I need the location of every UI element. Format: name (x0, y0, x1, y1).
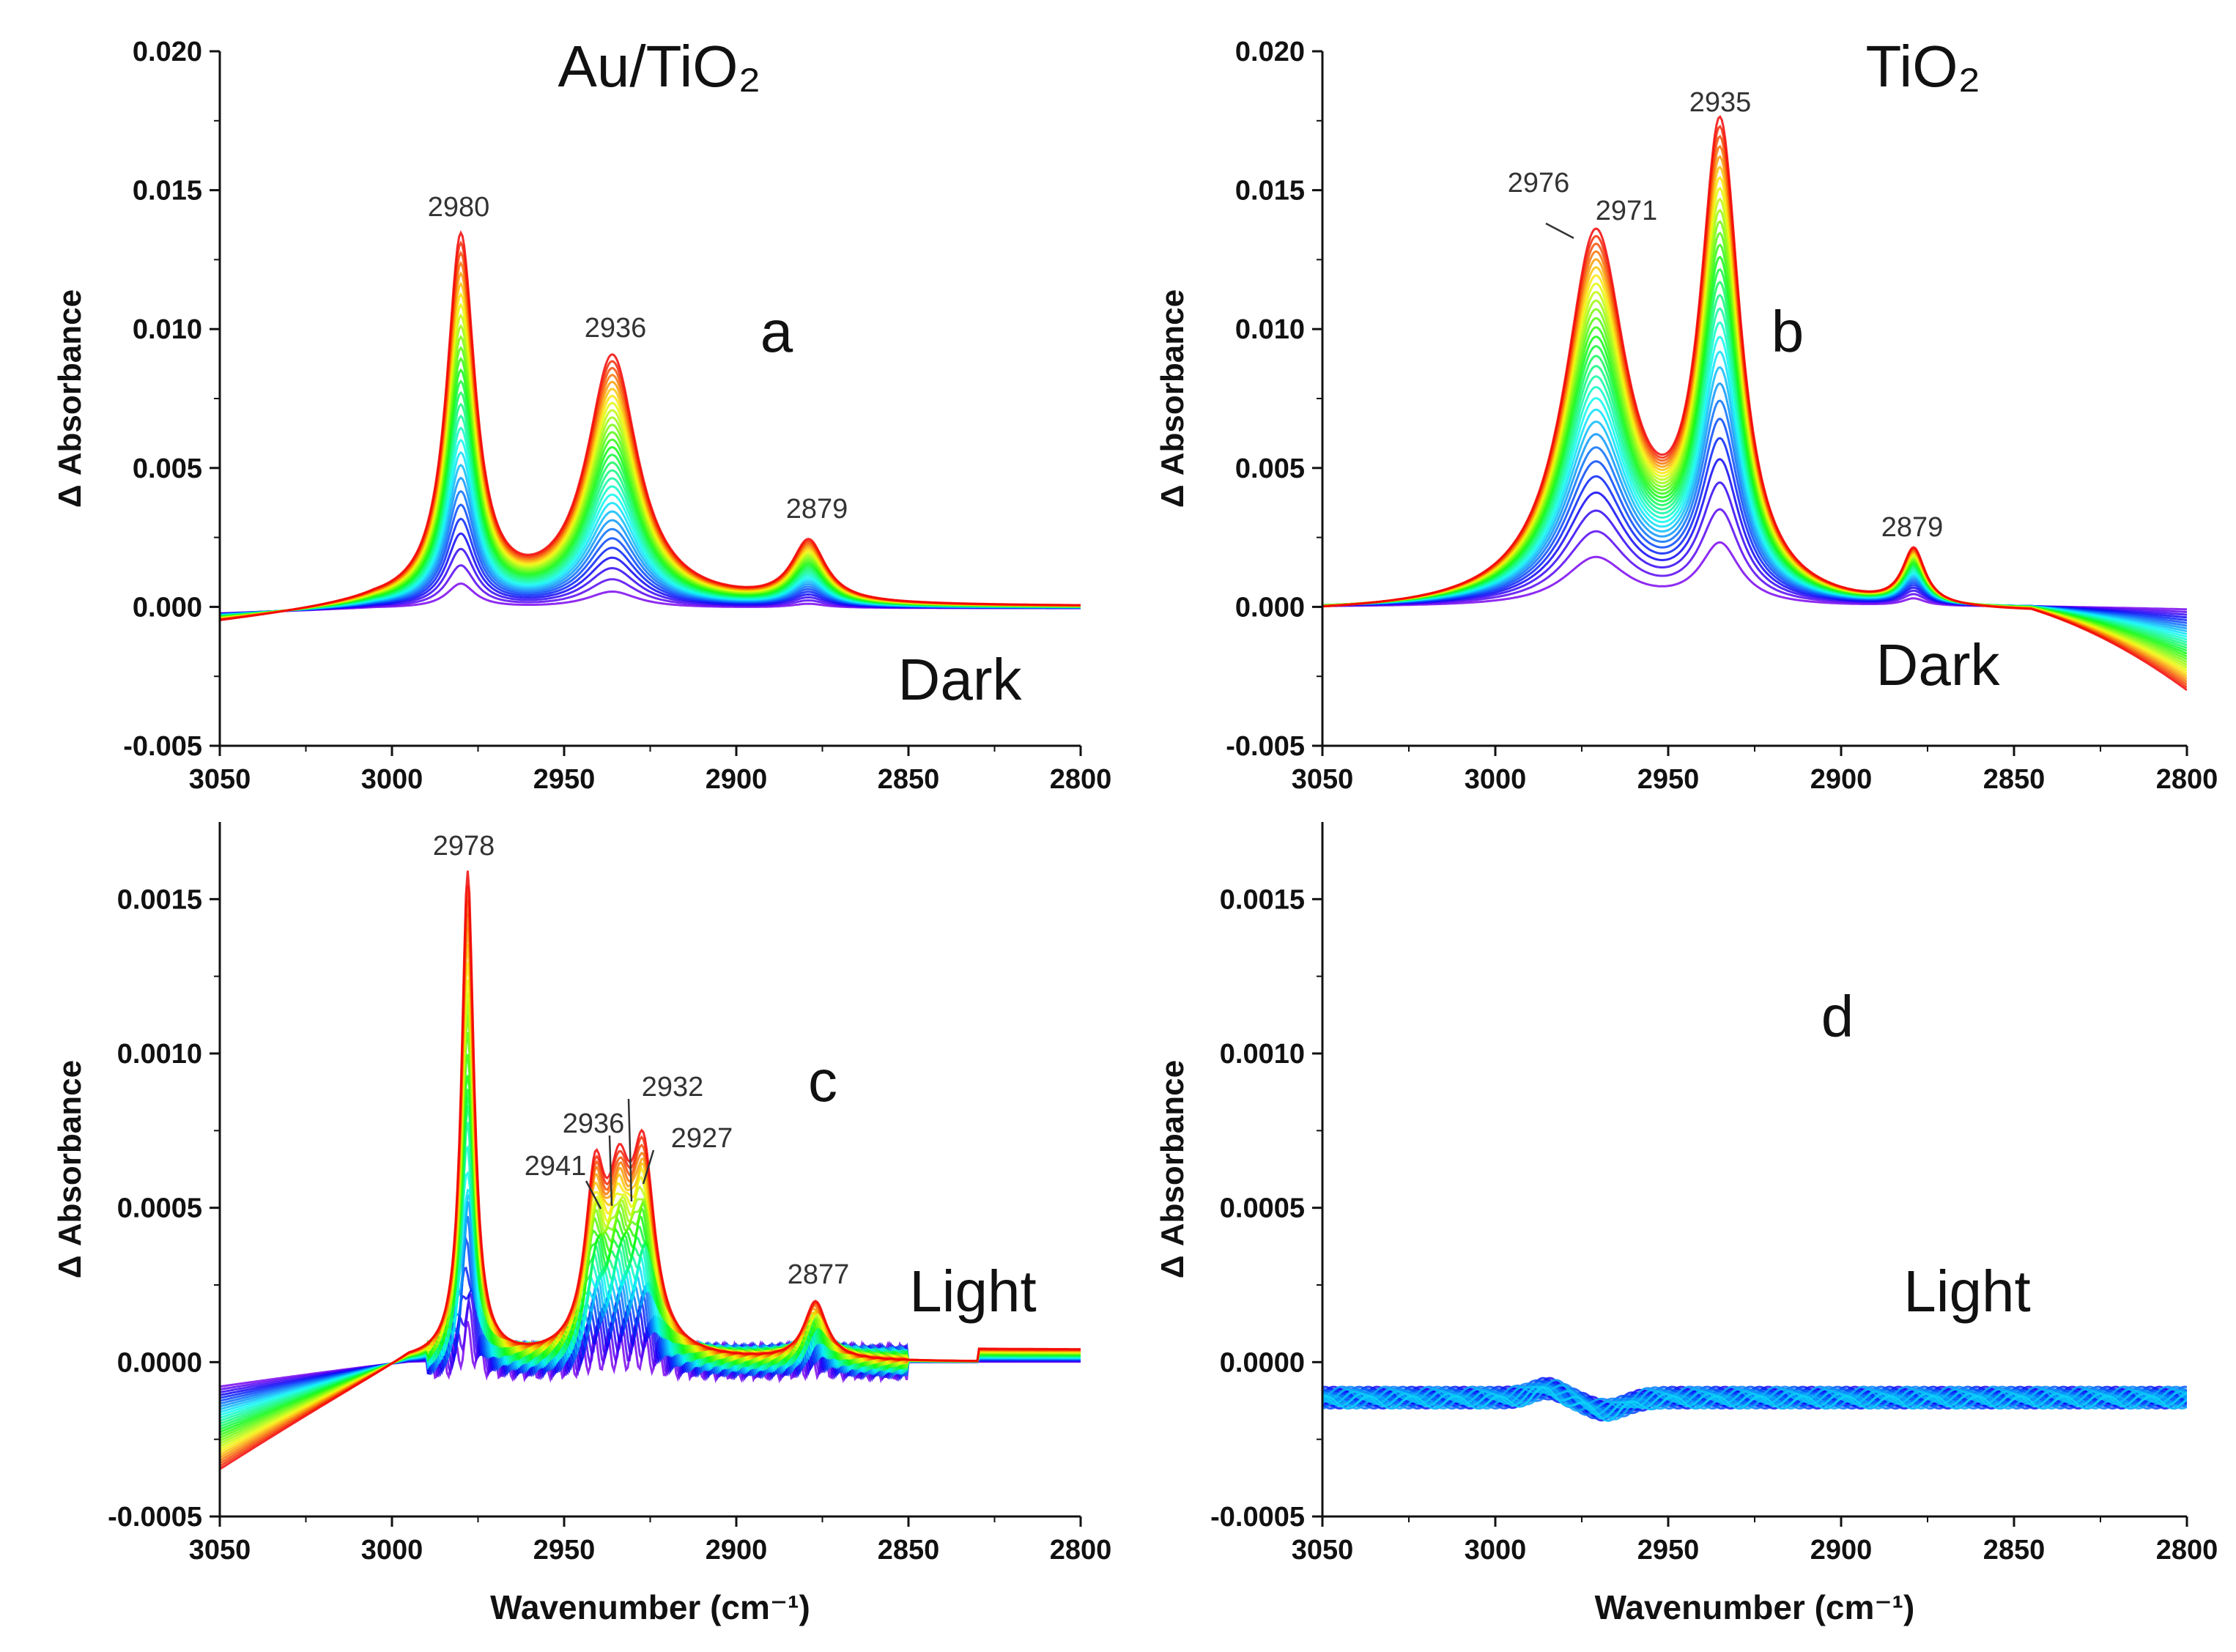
series-line-d-29 (1322, 1385, 2187, 1420)
x-tick-label-d: 3050 (1292, 1535, 1354, 1566)
peak-label-b-2879: 2879 (1881, 512, 1944, 543)
y-tick-label-c: -0.0005 (108, 1502, 202, 1533)
y-tick-label-b: 0.015 (1235, 176, 1305, 207)
chart-panel-c: -0.0005 0.0000 0.0005 0.0010 0.0015 3050 3000 2… (52, 822, 1111, 1626)
y-tick-label-c: 0.0010 (117, 1039, 202, 1070)
y-tick-label-d: 0.0000 (1220, 1347, 1305, 1378)
y-axis-label-d: Δ Absorbance (1155, 1060, 1191, 1278)
series-line-d-30 (1322, 1385, 2187, 1422)
y-axis-label-c: Δ Absorbance (52, 1060, 88, 1278)
condition-label-b: Dark (1876, 632, 2001, 697)
series-line-d-20 (1322, 1388, 2187, 1418)
x-tick-label-a: 3050 (189, 764, 251, 795)
y-tick-label-c: 0.0005 (117, 1193, 202, 1224)
y-tick-label-d: 0.0005 (1220, 1193, 1305, 1224)
x-tick-label-b: 3000 (1465, 764, 1527, 795)
x-tick-label-a: 3000 (361, 764, 423, 795)
peak-label-b-2971: 2971 (1596, 196, 1658, 226)
x-axis-label-c: Wavenumber (cm⁻¹) (490, 1588, 810, 1626)
x-tick-label-a: 2850 (878, 764, 940, 795)
y-tick-label-b: 0.005 (1235, 453, 1305, 484)
panel-label-a: a (760, 299, 793, 364)
x-tick-label-a: 2800 (1050, 764, 1112, 795)
series-group-c (220, 870, 1081, 1470)
peak-label-c-2936: 2936 (563, 1108, 625, 1139)
x-tick-label-b: 2900 (1810, 764, 1873, 795)
x-tick-label-d: 2800 (2156, 1535, 2218, 1566)
peak-leader-line-b (1545, 222, 1574, 240)
x-tick-label-c: 2800 (1050, 1535, 1112, 1566)
peak-leader-line-c (627, 1098, 633, 1202)
x-tick-label-b: 2950 (1637, 764, 1700, 795)
x-tick-label-c: 2850 (878, 1535, 940, 1566)
peak-label-a-2980: 2980 (428, 192, 490, 223)
y-tick-label-d: 0.0015 (1220, 884, 1305, 915)
series-group-a (220, 230, 1081, 621)
y-tick-label-a: 0.010 (133, 314, 202, 345)
peak-label-c-2932: 2932 (642, 1072, 704, 1103)
y-tick-label-c: 0.0015 (117, 884, 202, 915)
chart-panel-d: -0.0005 0.0000 0.0005 0.0010 0.0015 3050 3000 2… (1155, 822, 2218, 1626)
series-group-b (1322, 114, 2187, 692)
x-tick-label-c: 2900 (706, 1535, 768, 1566)
y-tick-label-d: 0.0010 (1220, 1039, 1305, 1070)
panel-label-b: b (1772, 299, 1804, 364)
peak-label-a-2879: 2879 (786, 494, 848, 525)
y-tick-label-a: 0.020 (133, 37, 202, 67)
y-tick-label-a: 0.005 (133, 453, 202, 484)
y-tick-label-a: 0.015 (133, 176, 202, 207)
peak-label-c-2877: 2877 (788, 1259, 850, 1290)
x-tick-label-b: 2800 (2156, 764, 2218, 795)
y-tick-label-d: -0.0005 (1210, 1502, 1305, 1533)
peak-label-a-2936: 2936 (585, 313, 647, 344)
x-tick-label-a: 2950 (533, 764, 596, 795)
peak-leader-line-c (585, 1180, 602, 1210)
x-tick-label-b: 2850 (1983, 764, 2046, 795)
series-line-a-16 (220, 379, 1081, 618)
x-tick-label-c: 3000 (361, 1535, 423, 1566)
x-tick-label-b: 3050 (1292, 764, 1354, 795)
peak-leader-line-c (642, 1149, 655, 1185)
peak-label-c-2978: 2978 (433, 831, 495, 862)
panel-title-b: TiO₂ (1866, 34, 1981, 99)
panel-label-c: c (808, 1048, 837, 1114)
series-line-b-30 (1322, 114, 2187, 692)
condition-label-c: Light (909, 1259, 1036, 1324)
x-tick-label-d: 2950 (1637, 1535, 1700, 1566)
series-line-d-28 (1322, 1385, 2187, 1416)
peak-leader-line-c (608, 1135, 613, 1207)
chart-panel-a: -0.005 0.000 0.005 0.010 0.015 0.020 3050 3000 2… (52, 34, 1111, 795)
panel-label-d: d (1821, 984, 1854, 1049)
y-axis-label-b: Δ Absorbance (1155, 289, 1191, 508)
y-axis-label-a: Δ Absorbance (52, 289, 88, 508)
peak-label-c-2941: 2941 (525, 1151, 587, 1182)
y-tick-label-b: 0.000 (1235, 592, 1305, 623)
x-tick-label-d: 3000 (1465, 1535, 1527, 1566)
y-tick-label-b: 0.010 (1235, 314, 1305, 345)
y-tick-label-c: 0.0000 (117, 1347, 202, 1378)
series-line-a-21 (220, 324, 1081, 619)
series-line-a-30 (220, 230, 1081, 621)
y-tick-label-a: -0.005 (123, 731, 202, 762)
y-tick-label-b: 0.020 (1235, 37, 1305, 67)
x-tick-label-d: 2900 (1810, 1535, 1873, 1566)
peak-label-c-2927: 2927 (671, 1123, 733, 1154)
x-tick-label-d: 2850 (1983, 1535, 2046, 1566)
x-tick-label-c: 3050 (189, 1535, 251, 1566)
peak-label-b-2935: 2935 (1689, 87, 1752, 118)
x-axis-label-d: Wavenumber (cm⁻¹) (1595, 1588, 1915, 1626)
condition-label-a: Dark (898, 647, 1023, 712)
x-tick-label-a: 2900 (706, 764, 768, 795)
condition-label-d: Light (1903, 1259, 2030, 1324)
series-line-c-30 (220, 870, 1081, 1470)
y-tick-label-a: 0.000 (133, 592, 202, 623)
panel-title-a: Au/TiO₂ (558, 34, 760, 99)
x-tick-label-c: 2950 (533, 1535, 596, 1566)
y-tick-label-b: -0.005 (1226, 731, 1305, 762)
series-group-d (1322, 1377, 2187, 1422)
chart-panel-b: -0.005 0.000 0.005 0.010 0.015 0.020 3050 3000 2… (1155, 34, 2218, 795)
peak-label-b-2976: 2976 (1508, 168, 1570, 199)
